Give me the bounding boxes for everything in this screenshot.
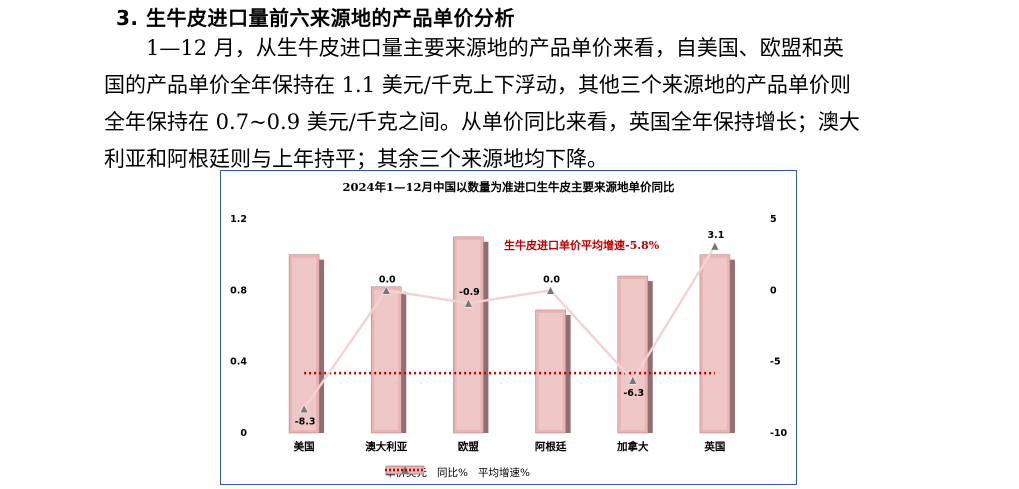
price-yoy-chart: 0 0.4 0.8 1.2 -10 -5 0 5 美国 澳大利亚 欧盟 阿根廷 加拿大 英国 -8.3 0.0… — [220, 170, 797, 485]
yoy-data-label: 3.1 — [707, 230, 724, 241]
y-left-tick-label: 0.4 — [230, 357, 247, 368]
x-tick-label: 英国 — [703, 440, 725, 453]
legend-item-average: 平均增速% — [385, 465, 530, 480]
average-growth-annotation: 生牛皮进口单价平均增速-5.8% — [504, 239, 660, 252]
bar-highlight — [292, 257, 317, 430]
x-tick-label: 加拿大 — [616, 440, 649, 453]
chart-legend: 单价美元 同比% 平均增速% — [385, 465, 530, 480]
yoy-point — [464, 298, 473, 308]
yoy-line — [303, 245, 716, 410]
section-heading: 3. 生牛皮进口量前六来源地的产品单价分析 — [116, 6, 515, 30]
bar-highlight — [538, 312, 563, 430]
paragraph-line: 国的产品单价全年保持在 1.1 美元/千克上下浮动，其他三个来源地的产品单价则 — [104, 73, 851, 97]
bar-highlight — [620, 279, 645, 430]
legend-label: 平均增速% — [477, 467, 530, 479]
yoy-point — [299, 404, 309, 413]
legend-dotted-swatch — [385, 468, 425, 472]
x-tick-label: 欧盟 — [458, 440, 479, 453]
bar-highlight — [456, 239, 481, 430]
yoy-point — [546, 285, 555, 295]
yoy-point — [710, 241, 720, 251]
paragraph-line: 1—12 月，从生牛皮进口量主要来源地的产品单价来看，自美国、欧盟和英 — [104, 36, 844, 60]
y-left-tick-label: 0 — [240, 428, 247, 439]
y-left-tick-label: 1.2 — [230, 214, 247, 225]
x-tick-label: 澳大利亚 — [365, 440, 407, 453]
x-tick-label: 美国 — [294, 440, 315, 453]
yoy-point — [381, 285, 391, 295]
bar-highlight — [702, 257, 727, 430]
yoy-data-label: 0.0 — [379, 274, 396, 285]
legend-item-yoy: 同比% — [385, 465, 468, 480]
y-right-tick-label: 5 — [770, 214, 777, 225]
yoy-data-label: 0.0 — [543, 274, 560, 285]
yoy-data-label: -6.3 — [623, 388, 644, 399]
y-right-tick-label: -10 — [770, 428, 788, 439]
y-right-tick-label: 0 — [770, 285, 777, 296]
paragraph-line: 利亚和阿根廷则与上年持平；其余三个来源地均下降。 — [104, 147, 608, 171]
yoy-data-label: -8.3 — [295, 417, 316, 428]
legend-label: 同比% — [437, 467, 468, 479]
yoy-point — [628, 375, 638, 385]
bar-highlight — [374, 289, 399, 430]
y-left-tick-label: 0.8 — [230, 285, 247, 296]
x-tick-label: 阿根廷 — [535, 440, 567, 453]
y-right-tick-label: -5 — [770, 357, 781, 368]
paragraph-line: 全年保持在 0.7~0.9 美元/千克之间。从单价同比来看，英国全年保持增长；澳… — [104, 110, 860, 134]
yoy-data-label: -0.9 — [459, 287, 480, 298]
chart-canvas: 0 0.4 0.8 1.2 -10 -5 0 5 美国 澳大利亚 欧盟 阿根廷 加拿大 英国 -8.3 0.0… — [230, 214, 788, 453]
body-paragraph: 1—12 月，从生牛皮进口量主要来源地的产品单价来看，自美国、欧盟和英 国的产品… — [104, 30, 924, 178]
chart-title: 2024年1—12月中国以数量为准进口生牛皮主要来源地单价同比 — [342, 180, 675, 194]
